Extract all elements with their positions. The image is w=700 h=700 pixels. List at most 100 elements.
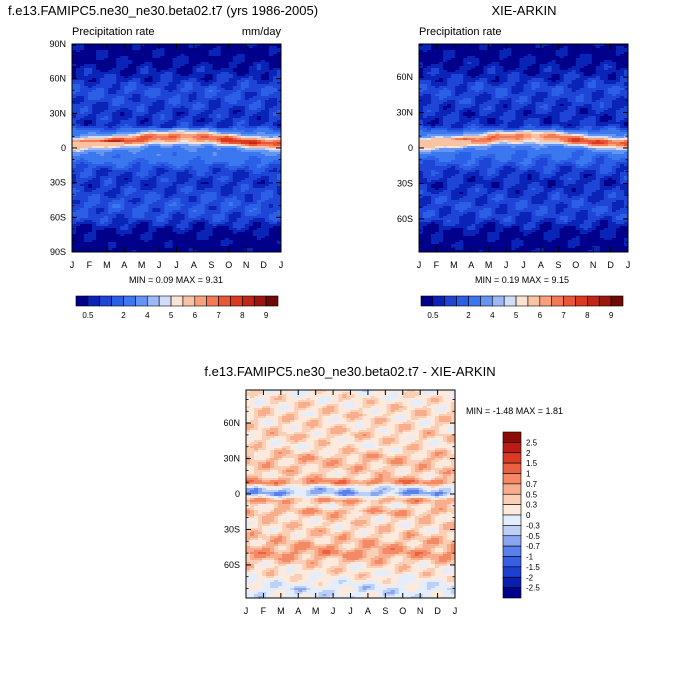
heatmap-cell: [104, 224, 109, 227]
heatmap-cell: [260, 170, 266, 173]
heatmap-cell: [252, 202, 258, 205]
heatmap-cell: [96, 220, 101, 223]
heatmap-cell: [96, 116, 101, 119]
heatmap-cell: [176, 102, 181, 105]
heatmap-cell: [260, 130, 266, 133]
heatmap-cell: [272, 212, 278, 215]
heatmap-cell: [212, 64, 218, 67]
heatmap-cell: [232, 170, 238, 173]
heatmap-cell: [260, 76, 266, 79]
heatmap-cell: [144, 128, 149, 131]
heatmap-cell: [120, 176, 125, 179]
heatmap-cell: [256, 222, 262, 225]
heatmap-cell: [220, 164, 226, 167]
heatmap-cell: [76, 130, 81, 133]
heatmap-cell: [184, 156, 189, 159]
heatmap-cell: [108, 44, 113, 47]
heatmap-cell: [112, 74, 117, 77]
heatmap-cell: [268, 120, 274, 123]
heatmap-cell: [140, 58, 145, 61]
heatmap-cell: [148, 104, 153, 107]
heatmap-cell: [188, 116, 193, 119]
heatmap-cell: [164, 88, 169, 91]
heatmap-cell: [272, 182, 278, 185]
heatmap-cell: [196, 210, 201, 213]
heatmap-cell: [164, 208, 169, 211]
heatmap-cell: [112, 144, 117, 147]
heatmap-cell: [228, 144, 234, 147]
heatmap-cell: [88, 86, 93, 89]
heatmap-cell: [168, 160, 173, 163]
heatmap-cell: [208, 50, 214, 53]
heatmap-cell: [84, 182, 89, 185]
heatmap-cell: [208, 136, 214, 139]
heatmap-cell: [216, 124, 222, 127]
heatmap-cell: [72, 162, 77, 165]
heatmap-cell: [192, 156, 197, 159]
heatmap-cell: [272, 106, 278, 109]
heatmap-cell: [108, 84, 113, 87]
heatmap-cell: [144, 192, 149, 195]
heatmap-cell: [264, 214, 270, 217]
heatmap-cell: [256, 188, 262, 191]
heatmap-cell: [212, 90, 218, 93]
heatmap-cell: [172, 114, 177, 117]
heatmap-cell: [196, 122, 201, 125]
heatmap-cell: [248, 202, 254, 205]
heatmap-cell: [216, 158, 222, 161]
heatmap-cell: [188, 206, 193, 209]
heatmap-cell: [264, 68, 270, 71]
heatmap-cell: [104, 102, 109, 105]
heatmap-cell: [184, 112, 189, 115]
heatmap-cell: [156, 230, 161, 233]
heatmap-cell: [140, 122, 145, 125]
heatmap-cell: [164, 192, 169, 195]
heatmap-cell: [88, 134, 93, 137]
heatmap-cell: [80, 138, 85, 141]
heatmap-cell: [96, 218, 101, 221]
heatmap-cell: [236, 164, 242, 167]
heatmap-cell: [216, 116, 222, 119]
heatmap-cell: [212, 176, 218, 179]
heatmap-cell: [160, 174, 165, 177]
heatmap-cell: [84, 50, 89, 53]
heatmap-cell: [116, 228, 121, 231]
heatmap-cell: [208, 106, 214, 109]
heatmap-cell: [236, 162, 242, 165]
heatmap-cell: [192, 98, 197, 101]
heatmap-cell: [196, 124, 201, 127]
heatmap-cell: [104, 186, 109, 189]
heatmap-cell: [184, 200, 189, 203]
heatmap-cell: [224, 148, 230, 151]
heatmap-cell: [232, 160, 238, 163]
heatmap-cell: [136, 184, 141, 187]
heatmap-cell: [200, 60, 205, 63]
heatmap-cell: [260, 114, 266, 117]
heatmap-cell: [140, 220, 145, 223]
heatmap-cell: [100, 80, 105, 83]
heatmap-cell: [164, 62, 169, 65]
heatmap-cell: [92, 118, 97, 121]
heatmap-cell: [112, 84, 117, 87]
heatmap-cell: [268, 76, 274, 79]
heatmap-cell: [180, 120, 185, 123]
heatmap-cell: [96, 72, 101, 75]
heatmap-cell: [120, 216, 125, 219]
heatmap-cell: [116, 66, 121, 69]
heatmap-cell: [168, 146, 173, 149]
heatmap-cell: [124, 190, 129, 193]
heatmap-cell: [72, 114, 77, 117]
heatmap-cell: [128, 186, 133, 189]
heatmap-cell: [236, 88, 242, 91]
heatmap-cell: [100, 78, 105, 81]
heatmap-cell: [220, 90, 226, 93]
heatmap-cell: [232, 82, 238, 85]
heatmap-cell: [120, 54, 125, 57]
heatmap-cell: [128, 66, 133, 69]
heatmap-cell: [116, 94, 121, 97]
heatmap-cell: [272, 96, 278, 99]
heatmap-cell: [248, 130, 254, 133]
heatmap-cell: [80, 44, 85, 47]
heatmap-cell: [112, 156, 117, 159]
heatmap-cell: [204, 180, 209, 183]
